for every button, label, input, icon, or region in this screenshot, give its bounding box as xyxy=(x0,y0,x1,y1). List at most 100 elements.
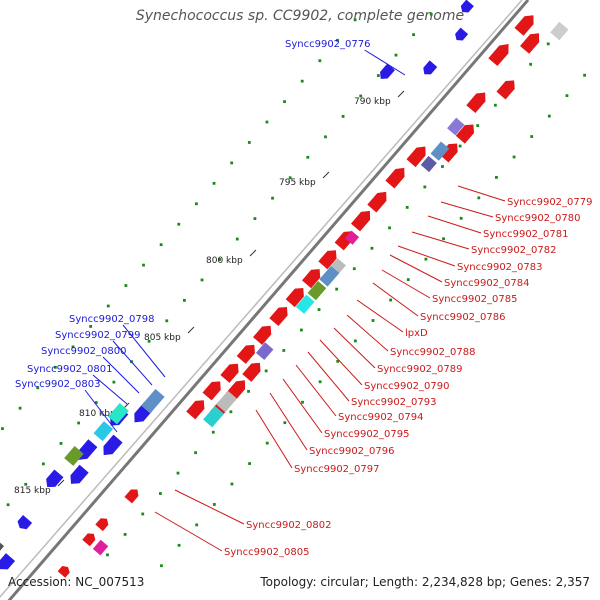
gene-label-minus: Syncc9902_0796 xyxy=(309,446,395,457)
gc-dot xyxy=(177,222,181,226)
genome-backbone xyxy=(0,0,530,600)
gene-label-plus: Syncc9902_0798 xyxy=(69,314,155,325)
gene-label-plus: Syncc9902_0801 xyxy=(27,364,113,375)
gc-dot xyxy=(458,144,462,148)
tick-mark xyxy=(57,479,65,487)
minus-strand-gene xyxy=(186,400,205,420)
leader-line xyxy=(255,409,293,469)
leader-line xyxy=(102,356,140,394)
gc-dot xyxy=(441,165,444,168)
gc-dot xyxy=(318,59,322,63)
gene-label-minus: Syncc9902_0788 xyxy=(390,347,476,358)
tick-label: 815 kbp xyxy=(14,486,51,496)
minus-strand-gene xyxy=(95,518,109,532)
gc-dot xyxy=(235,237,239,241)
accession-text: Accession: NC_007513 xyxy=(8,575,145,589)
topology-text: Topology: circular; Length: 2,234,828 bp… xyxy=(260,575,590,589)
leader-line xyxy=(154,511,223,552)
cog-box xyxy=(307,280,327,301)
gc-dot xyxy=(412,33,415,37)
gc-dot xyxy=(335,287,339,291)
leader-line xyxy=(427,215,482,234)
gene-label-minus: Syncc9902_0779 xyxy=(507,197,593,208)
gc-dot xyxy=(493,103,497,107)
gc-dot xyxy=(106,304,110,308)
gc-dot xyxy=(159,243,163,247)
gc-dot xyxy=(230,161,234,165)
gene-label-minus: Syncc9902_0780 xyxy=(495,213,581,224)
gc-dot xyxy=(394,53,398,57)
plus-strand-gene xyxy=(423,60,438,75)
cog-box xyxy=(420,155,437,173)
tick-label: 795 kbp xyxy=(279,178,316,188)
minus-strand-gene xyxy=(82,533,96,547)
tick-mark xyxy=(322,171,330,179)
cog-box xyxy=(93,421,114,442)
cog-box xyxy=(203,405,224,428)
minus-strand-gene xyxy=(385,167,405,189)
gc-dot xyxy=(124,284,128,287)
cog-box xyxy=(331,258,346,273)
leader-line xyxy=(364,49,406,76)
gene-label-minus: Syncc9902_0786 xyxy=(420,312,506,323)
gc-dot xyxy=(583,73,586,77)
gc-dot xyxy=(212,503,216,506)
minus-strand-gene xyxy=(496,80,515,100)
plus-strand-gene xyxy=(46,469,64,487)
gene-label-minus: Syncc9902_0783 xyxy=(457,262,543,273)
gc-dot xyxy=(318,380,322,384)
kbp-ticks: 790 kbp 795 kbp 800 kbp 805 kbp 810 kbp 815 k… xyxy=(14,90,405,496)
leader-line xyxy=(356,299,404,333)
tick-label: 810 kbp xyxy=(79,409,116,419)
plus-strand-gene xyxy=(70,464,89,484)
cog-box xyxy=(295,294,315,314)
cog-box xyxy=(430,141,450,161)
gc-dot xyxy=(106,553,109,557)
gc-dot xyxy=(353,18,357,22)
gene-label-minus: Syncc9902_0782 xyxy=(471,245,557,256)
minus-strand-gene xyxy=(57,565,70,578)
plus-strand-gene xyxy=(78,439,98,460)
gc-dot xyxy=(229,410,233,414)
gc-dot xyxy=(429,12,433,16)
gc-dot xyxy=(530,135,534,138)
minus-strand-gene xyxy=(367,191,387,213)
leader-line xyxy=(333,327,376,369)
minus-strand-gene xyxy=(520,33,540,54)
gc-dot xyxy=(371,319,375,322)
gc-dot xyxy=(424,257,428,261)
gene-label-minus: Syncc9902_0789 xyxy=(377,364,463,375)
gc-dot xyxy=(1,427,4,431)
gc-dot xyxy=(341,115,345,118)
tick-label: 790 kbp xyxy=(354,97,391,107)
rna-feature xyxy=(92,539,109,556)
leader-line xyxy=(381,269,431,299)
minus-strand-gene xyxy=(406,146,426,168)
gc-dot xyxy=(288,176,292,180)
leader-line xyxy=(346,314,389,352)
leader-line xyxy=(457,185,506,202)
leader-line xyxy=(440,201,494,218)
minus-strand-gene xyxy=(466,92,486,114)
plus-strand-gene xyxy=(455,27,469,41)
leader-line xyxy=(282,378,323,434)
gc-dot xyxy=(112,380,116,384)
gc-dot xyxy=(141,512,145,516)
gc-dot xyxy=(459,216,463,220)
gene-label-plus: Syncc9902_0803 xyxy=(15,379,101,390)
cog-box xyxy=(216,390,238,413)
gc-dot xyxy=(176,471,180,475)
gc-dot xyxy=(53,365,57,369)
minus-strand-gene xyxy=(124,489,139,504)
gene-label-plus: Syncc9902_0800 xyxy=(41,346,127,357)
gc-dot xyxy=(200,278,204,282)
gc-dot xyxy=(248,462,251,465)
gc-dot xyxy=(353,339,357,343)
leader-line xyxy=(307,351,350,402)
gc-dot xyxy=(89,325,93,328)
gc-dot xyxy=(230,482,234,486)
gene-label-minus: Syncc9902_0785 xyxy=(432,294,518,305)
gc-dot xyxy=(247,141,251,144)
